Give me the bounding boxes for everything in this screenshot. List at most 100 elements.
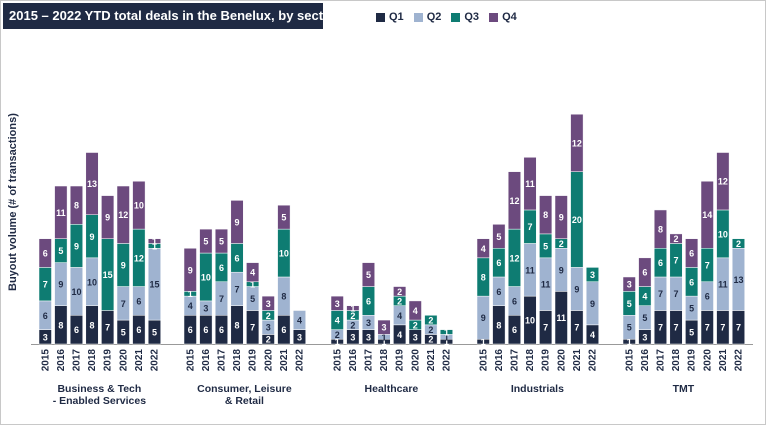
data-label: 9: [481, 313, 486, 323]
data-label: 2: [350, 311, 355, 321]
data-label: 5: [281, 213, 286, 223]
data-label: 2: [736, 239, 741, 249]
data-label: 9: [90, 232, 95, 242]
data-label: 3: [266, 299, 271, 309]
data-label: 10: [87, 277, 97, 287]
data-label: 4: [397, 330, 402, 340]
x-tick-label: 2021: [572, 349, 583, 372]
data-label: 9: [559, 265, 564, 275]
bar-segment-q4: [570, 113, 584, 172]
data-label: 9: [121, 261, 126, 271]
x-tick-label: 2015: [185, 349, 196, 372]
data-label: 6: [43, 249, 48, 259]
data-label: 1: [444, 337, 449, 347]
x-tick-label: 2020: [118, 349, 129, 372]
x-tick-label: 2015: [624, 349, 635, 372]
data-label: 12: [134, 253, 144, 263]
data-label: 1: [335, 337, 340, 347]
legend-item-q1: Q1: [376, 11, 404, 23]
bar-segment-q4: [700, 180, 714, 249]
data-label: 9: [58, 280, 63, 290]
data-label: 7: [43, 280, 48, 290]
data-label: 6: [203, 325, 208, 335]
data-label: 1: [481, 337, 486, 347]
data-label: 6: [496, 287, 501, 297]
x-tick-label: 2016: [348, 349, 359, 372]
data-label: 2: [335, 330, 340, 340]
legend-swatch-q2: [413, 12, 423, 22]
bar-segment-q4: [476, 238, 490, 259]
legend-swatch-q4: [489, 12, 499, 22]
data-label: 1: [627, 337, 632, 347]
data-label: 11: [541, 280, 551, 290]
data-label: 11: [525, 179, 535, 189]
data-label: 8: [74, 201, 79, 211]
data-label: 13: [87, 179, 97, 189]
data-label: 3: [335, 299, 340, 309]
data-label: 5: [152, 328, 157, 338]
data-label: 1: [444, 328, 449, 338]
bar-segment-q4: [507, 171, 521, 230]
bar-segment-q4: [101, 195, 115, 239]
data-label: 12: [509, 253, 519, 263]
data-label: 4: [642, 292, 647, 302]
data-label: 11: [556, 313, 566, 323]
bar-segment-q4: [669, 233, 683, 244]
x-tick-label: 2018: [525, 349, 536, 372]
data-label: 8: [90, 320, 95, 330]
data-label: 7: [121, 299, 126, 309]
bar-segment-q4: [230, 200, 244, 244]
data-label: 1: [382, 337, 387, 347]
data-label: 6: [43, 311, 48, 321]
bar-segment-q4: [653, 209, 667, 249]
bar-segment-q4: [214, 228, 228, 254]
x-tick-label: 2018: [232, 349, 243, 372]
sector-label: - Enabled Services: [53, 395, 147, 407]
data-label: 3: [297, 332, 302, 342]
x-tick-label: 2018: [379, 349, 390, 372]
bar-segment-q3: [424, 315, 438, 326]
data-label: 9: [559, 213, 564, 223]
data-label: 7: [736, 323, 741, 333]
data-label: 3: [382, 323, 387, 333]
x-tick-label: 2017: [363, 349, 374, 372]
data-label: 5: [366, 270, 371, 280]
data-label: 7: [528, 222, 533, 232]
x-tick-label: 2019: [248, 349, 259, 372]
data-label: 11: [56, 208, 66, 218]
data-label: 2: [266, 311, 271, 321]
x-tick-label: 2019: [541, 349, 552, 372]
bar-segment-q4: [116, 185, 130, 244]
x-tick-label: 2017: [655, 349, 666, 372]
bar-segment-q4: [246, 262, 260, 283]
data-label: 2: [428, 316, 433, 326]
legend-label-q2: Q2: [426, 11, 442, 23]
x-tick-label: 2018: [671, 349, 682, 372]
legend-label-q3: Q3: [464, 11, 480, 23]
sector-label: & Retail: [225, 395, 264, 407]
data-label: 4: [413, 306, 418, 316]
x-tick-label: 2022: [149, 349, 160, 372]
data-label: 13: [733, 275, 743, 285]
data-label: 6: [235, 253, 240, 263]
bar-segment-q4: [277, 204, 291, 230]
data-label: 2: [428, 335, 433, 345]
bar-segment-q4: [199, 228, 213, 254]
legend-swatch-q1: [376, 12, 385, 22]
data-label: 6: [689, 249, 694, 259]
data-label: 7: [705, 261, 710, 271]
data-label: 12: [509, 196, 519, 206]
data-label: 8: [481, 272, 486, 282]
data-label: 9: [74, 241, 79, 251]
data-label: 6: [188, 325, 193, 335]
data-label: 9: [235, 217, 240, 227]
data-label: 11: [525, 265, 535, 275]
data-label: 15: [149, 280, 159, 290]
bar-segment-q4: [377, 319, 391, 335]
data-label: 6: [74, 325, 79, 335]
sector-label: Business & Tech: [57, 383, 141, 395]
data-label: 15: [103, 270, 113, 280]
bar-segment-q3: [439, 329, 453, 335]
x-tick-label: 2015: [40, 349, 51, 372]
